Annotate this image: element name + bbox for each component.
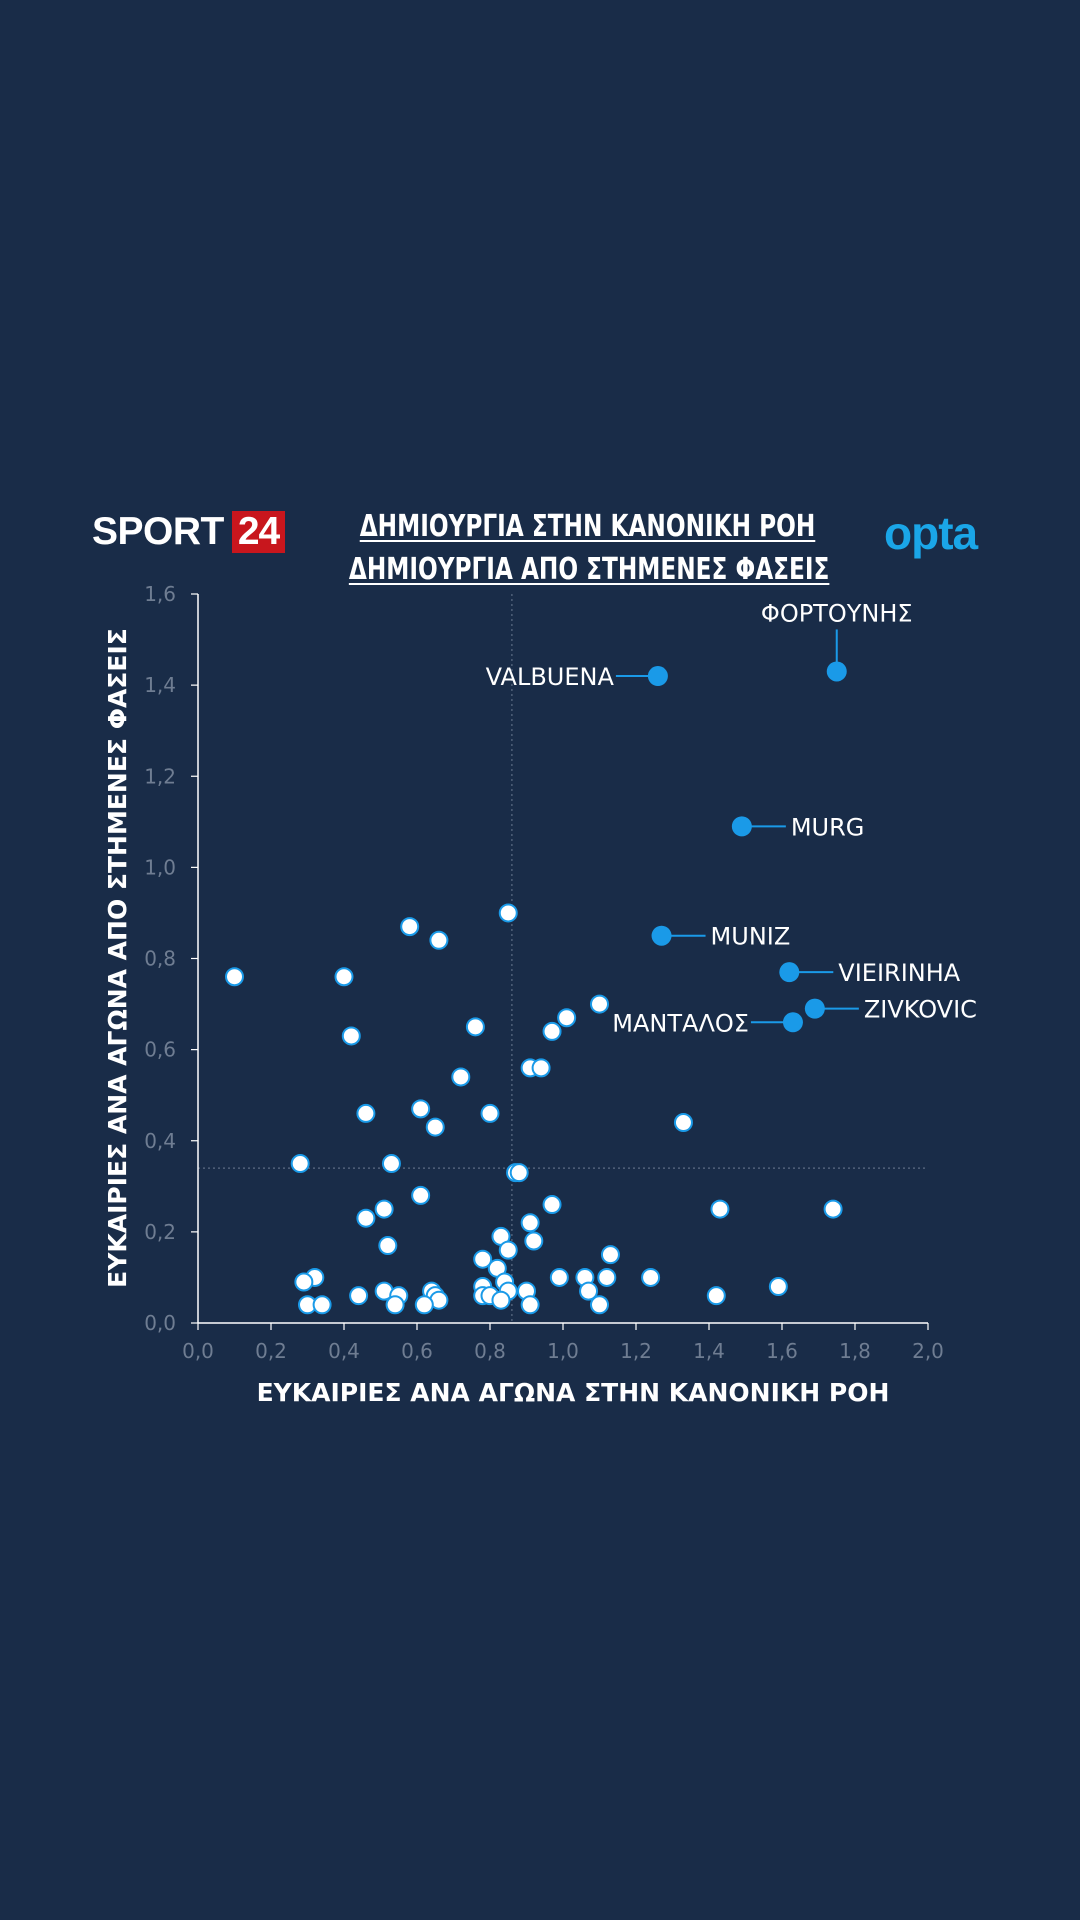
data-point (579, 1281, 599, 1301)
player-label: ΦΟΡΤΟΥΝΗΣ (761, 599, 913, 627)
data-point (414, 1295, 434, 1315)
player-label: ZIVKOVIC (864, 996, 977, 1024)
highlighted-point (804, 998, 825, 1019)
sport24-logo: SPORT 24 (92, 510, 286, 553)
data-point (509, 1163, 529, 1183)
y-tick-label: 0,0 (144, 1311, 176, 1335)
axes (197, 594, 928, 1324)
data-point (531, 1058, 551, 1078)
player-label: ΜΑΝΤΑΛΟΣ (612, 1009, 749, 1037)
data-point (542, 1021, 562, 1041)
data-point (385, 1295, 405, 1315)
player-label: VALBUENA (486, 663, 615, 691)
data-point (520, 1295, 540, 1315)
x-tick-label: 2,0 (912, 1339, 944, 1363)
data-point (451, 1067, 471, 1087)
x-tick-label: 0,4 (328, 1339, 360, 1363)
highlighted-point (731, 816, 752, 837)
data-point (673, 1113, 693, 1133)
y-tick-label: 0,6 (144, 1038, 176, 1062)
data-point (411, 1185, 431, 1205)
y-tick-label: 0,4 (144, 1129, 176, 1153)
data-point (290, 1154, 310, 1174)
x-tick-label: 1,6 (766, 1339, 798, 1363)
highlighted-point (651, 925, 672, 946)
data-point (411, 1099, 431, 1119)
data-point (374, 1199, 394, 1219)
y-tick-label: 0,2 (144, 1220, 176, 1244)
x-tick-label: 1,4 (693, 1339, 725, 1363)
data-point (498, 1240, 518, 1260)
data-point (524, 1231, 544, 1251)
data-point (294, 1272, 314, 1292)
highlighted-point (647, 666, 668, 687)
data-point (225, 967, 244, 987)
data-point (590, 994, 609, 1014)
data-point (349, 1286, 369, 1306)
highlighted-point (782, 1012, 803, 1033)
data-point (710, 1199, 730, 1219)
data-point (312, 1295, 332, 1315)
highlighted-point (826, 661, 847, 682)
data-point (425, 1117, 445, 1137)
player-label: MUNIZ (711, 923, 791, 951)
player-label: MURG (791, 813, 865, 841)
x-tick-label: 0,2 (255, 1339, 287, 1363)
x-axis-title: ΕΥΚΑΙΡΙΕΣ ΑΝΑ ΑΓΩΝΑ ΣΤΗΝ ΚΑΝΟΝΙΚΗ ΡΟΗ (257, 1378, 890, 1407)
data-point (341, 1026, 361, 1046)
title-line-1: ΔΗΜΙΟΥΡΓΙΑ ΣΤΗΝ ΚΑΝΟΝΙΚΗ ΡΟΗ (359, 509, 816, 544)
data-point (378, 1236, 398, 1256)
x-tick-label: 0,6 (401, 1339, 433, 1363)
data-point (498, 903, 518, 923)
x-tick-label: 1,8 (839, 1339, 871, 1363)
data-point (356, 1103, 376, 1123)
data-point (590, 1295, 609, 1315)
data-point (768, 1277, 788, 1297)
y-tick-label: 0,8 (144, 947, 176, 971)
data-point (823, 1199, 843, 1219)
data-point (473, 1249, 493, 1269)
highlighted-point (779, 962, 800, 983)
data-point (381, 1154, 401, 1174)
x-tick-label: 0,8 (474, 1339, 506, 1363)
data-point (520, 1213, 540, 1233)
x-tick-label: 1,0 (547, 1339, 579, 1363)
data-points (225, 903, 843, 1315)
data-point (549, 1267, 569, 1287)
data-point (641, 1267, 661, 1287)
y-tick-label: 1,4 (144, 673, 176, 697)
data-point (400, 917, 420, 937)
data-point (491, 1290, 511, 1310)
data-point (480, 1103, 500, 1123)
data-point (334, 967, 354, 987)
data-point (600, 1245, 620, 1265)
title-line-2: ΔΗΜΙΟΥΡΓΙΑ ΑΠΟ ΣΤΗΜΕΝΕΣ ΦΑΣΕΙΣ (348, 552, 830, 587)
y-tick-label: 1,2 (144, 764, 176, 788)
y-tick-label: 1,6 (144, 582, 176, 606)
player-label: VIEIRINHA (838, 959, 960, 987)
data-point (597, 1267, 617, 1287)
chart-title: ΔΗΜΙΟΥΡΓΙΑ ΣΤΗΝ ΚΑΝΟΝΙΚΗ ΡΟΗ ΔΗΜΙΟΥΡΓΙΑ … (310, 505, 865, 591)
data-point (356, 1208, 376, 1228)
reference-lines (198, 594, 928, 1323)
data-point (706, 1286, 726, 1306)
ticks: 0,0 0,2 0,4 0,6 0,8 1,0 1,2 1,4 1,6 1,8 2,0 0,0 0,2 0… (144, 582, 944, 1363)
point-labels: ΦΟΡΤΟΥΝΗΣ VALBUENA MURG MUNIZ VIEIRINHA ZIVKO… (486, 599, 977, 1037)
data-point (542, 1195, 562, 1215)
y-axis-title: ΕΥΚΑΙΡΙΕΣ ΑΝΑ ΑΓΩΝΑ ΑΠΟ ΣΤΗΜΕΝΕΣ ΦΑΣΕΙΣ (103, 628, 132, 1288)
x-tick-label: 1,2 (620, 1339, 652, 1363)
data-point (429, 930, 449, 950)
logo-text: SPORT (92, 510, 224, 553)
y-tick-label: 1,0 (144, 855, 176, 879)
data-point (465, 1017, 485, 1037)
logo-badge: 24 (231, 511, 286, 553)
data-point (557, 1008, 577, 1028)
x-tick-label: 0,0 (182, 1339, 214, 1363)
opta-logo: opta (884, 507, 978, 559)
highlighted-points (647, 661, 847, 1033)
